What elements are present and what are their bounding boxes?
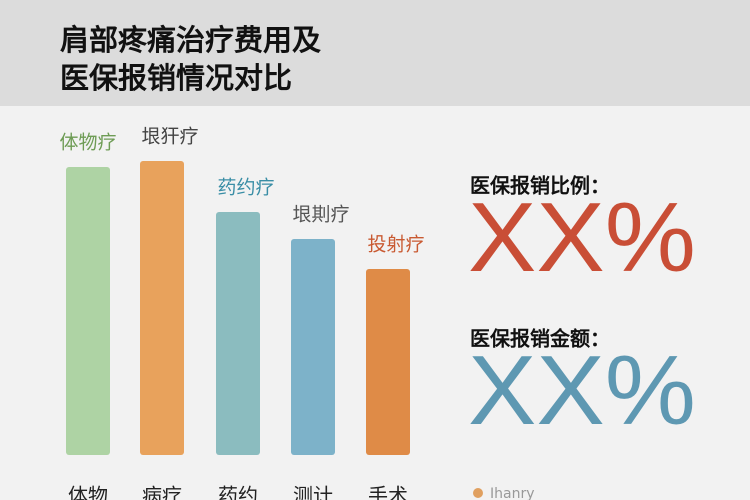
bar [291,239,335,455]
legend-marker [473,488,483,498]
bar-label: 投射疗 [367,234,424,256]
x-tick-label: 病疗 [142,484,182,500]
x-tick-label: 手术 [368,484,408,500]
chart-title: 肩部疼痛治疗费用及 [60,23,321,57]
annotation-label: 医保报销金额： [470,327,610,351]
bar-label: 体物疗 [59,132,116,154]
bar [366,269,410,455]
title-band [0,0,750,106]
bar [140,161,184,455]
bar [66,167,110,455]
bar-label: 垠犴疗 [141,126,198,148]
annotation-label: 医保报销比例： [470,174,610,198]
annotation-value: XX% [468,182,696,292]
annotation-value: XX% [468,335,696,445]
bar [216,212,260,455]
chart-title: 医保报销情况对比 [60,61,292,95]
x-tick-label: 测计 [293,484,333,500]
x-tick-label: 体物 [68,484,108,500]
x-tick-label: 药约 [218,484,258,500]
legend-label: Ihanry [490,486,535,500]
bar-label: 药约疗 [217,177,274,199]
bar-label: 垠剘疗 [292,204,349,226]
